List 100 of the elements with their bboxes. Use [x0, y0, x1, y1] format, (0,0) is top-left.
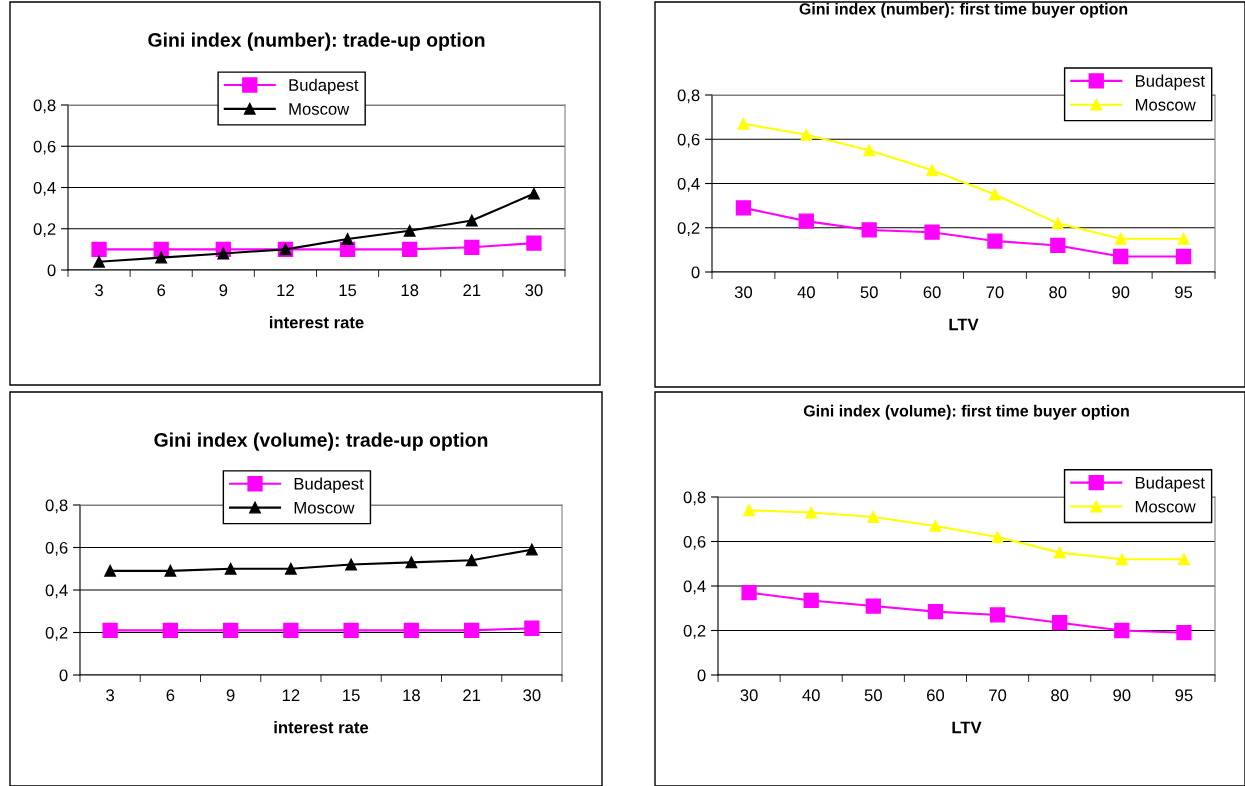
- point: [737, 117, 750, 130]
- x-tick-label: 70: [986, 286, 1004, 299]
- x-tick-label: 40: [797, 286, 815, 299]
- x-tick-label: 50: [860, 286, 878, 299]
- y-tick-label: 0: [47, 264, 56, 277]
- point: [989, 188, 1001, 201]
- point: [1114, 622, 1130, 639]
- y-tick-label: 0: [697, 669, 706, 682]
- point: [863, 144, 876, 157]
- point: [164, 564, 177, 577]
- point: [743, 504, 755, 517]
- legend-label: Moscow: [1135, 99, 1196, 111]
- y-tick-label: 0,6: [45, 541, 68, 556]
- x-tick-label: 95: [1175, 286, 1193, 299]
- y-tick-label: 0,8: [683, 491, 706, 506]
- point: [1175, 248, 1192, 265]
- x-tick-label: 70: [989, 689, 1007, 702]
- point: [525, 543, 538, 556]
- point: [1178, 553, 1190, 566]
- y-tick-label: 0,4: [683, 580, 706, 595]
- x-tick-label: 3: [106, 689, 115, 702]
- point: [1177, 232, 1190, 245]
- x-tick-label: 40: [802, 689, 820, 702]
- y-tick-label: 0: [59, 669, 68, 682]
- x-axis-title: LTV: [952, 721, 982, 734]
- x-tick-label: 18: [401, 284, 419, 297]
- point: [403, 224, 416, 237]
- x-tick-label: 30: [523, 689, 541, 702]
- y-tick-label: 0,4: [677, 177, 700, 192]
- x-tick-label: 21: [463, 689, 481, 701]
- legend-label: Budapest: [289, 78, 359, 95]
- point: [345, 558, 358, 571]
- x-tick-label: 80: [1049, 286, 1067, 299]
- point: [929, 520, 942, 532]
- x-axis-title: LTV: [949, 318, 979, 331]
- point: [987, 233, 1003, 249]
- point: [867, 511, 880, 523]
- point: [524, 620, 540, 636]
- x-tick-label: 12: [277, 284, 294, 296]
- point: [463, 622, 480, 639]
- chart-title: Gini index (number): trade-up option: [148, 32, 485, 51]
- point: [865, 598, 881, 614]
- x-tick-label: 21: [463, 284, 481, 296]
- point: [1114, 232, 1127, 245]
- chart-title: Gini index (volume): trade-up option: [154, 432, 488, 451]
- point: [991, 531, 1004, 543]
- point: [403, 622, 420, 639]
- point: [924, 224, 940, 240]
- x-axis-title: interest rate: [274, 721, 369, 734]
- point: [93, 255, 105, 268]
- legend-label: Moscow: [289, 103, 350, 115]
- x-tick-label: 18: [403, 689, 420, 702]
- y-tick-label: 0,6: [677, 133, 700, 148]
- point: [1053, 546, 1066, 559]
- point: [464, 239, 480, 255]
- point: [284, 562, 297, 575]
- point: [861, 222, 877, 238]
- point: [927, 603, 944, 620]
- x-tick-label: 12: [282, 689, 300, 701]
- point: [1052, 615, 1068, 631]
- point: [402, 241, 418, 258]
- point: [528, 187, 540, 200]
- point: [343, 622, 359, 639]
- y-tick-label: 0,8: [677, 89, 700, 104]
- y-tick-label: 0,2: [677, 222, 700, 236]
- x-tick-label: 60: [927, 689, 945, 702]
- point: [283, 622, 299, 639]
- y-tick-label: 0,8: [45, 499, 68, 514]
- point: [465, 554, 478, 567]
- point: [1115, 553, 1128, 566]
- point: [1051, 217, 1064, 230]
- point: [803, 592, 819, 609]
- legend-label: Budapest: [294, 477, 364, 494]
- x-tick-label: 9: [226, 689, 235, 702]
- y-tick-label: 0,6: [683, 535, 706, 550]
- point: [217, 247, 230, 260]
- x-axis-title: interest rate: [269, 316, 364, 329]
- point: [926, 164, 938, 177]
- legend-label: Budapest: [1135, 476, 1205, 492]
- x-tick-label: 30: [734, 286, 753, 299]
- point: [989, 607, 1006, 623]
- x-tick-label: 6: [157, 284, 166, 297]
- legend-label: Moscow: [1135, 500, 1196, 513]
- point: [465, 214, 478, 227]
- y-tick-label: 0,6: [33, 140, 56, 155]
- y-tick-label: 0,2: [683, 624, 706, 639]
- point: [341, 233, 354, 245]
- x-tick-label: 30: [525, 284, 543, 297]
- point: [741, 585, 757, 601]
- legend-label: Moscow: [294, 501, 355, 514]
- y-tick-label: 0: [691, 266, 700, 279]
- x-tick-label: 3: [95, 284, 103, 297]
- x-tick-label: 50: [864, 689, 882, 702]
- legend-label: Budapest: [1135, 74, 1205, 91]
- x-tick-label: 30: [740, 689, 758, 702]
- point: [91, 241, 107, 258]
- point: [526, 235, 542, 251]
- y-tick-label: 0,4: [45, 584, 68, 599]
- chart-title: Gini index (volume): first time buyer option: [803, 404, 1129, 420]
- x-tick-label: 9: [219, 284, 228, 297]
